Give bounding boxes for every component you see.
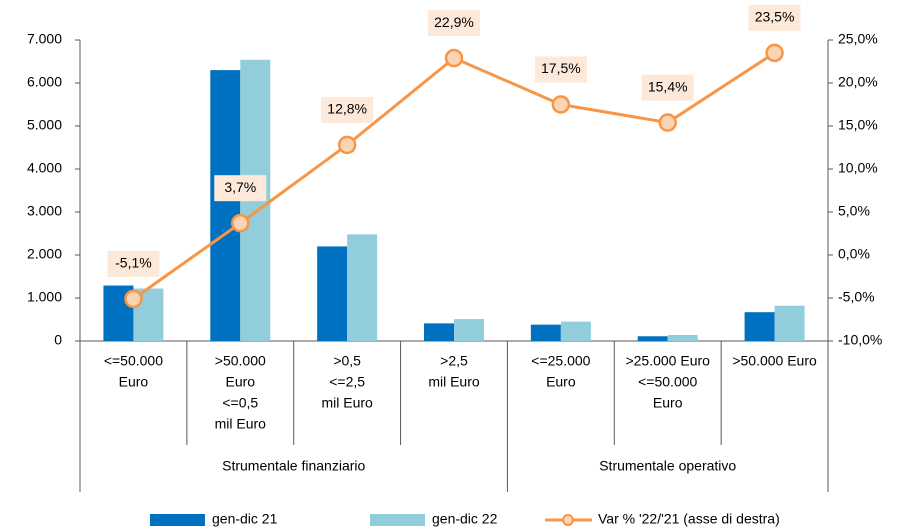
x-tick-label: mil Euro xyxy=(215,416,267,432)
x-tick-label: >25.000 Euro xyxy=(625,353,710,369)
bar xyxy=(637,336,668,341)
data-label: -5,1% xyxy=(115,255,152,271)
bar xyxy=(744,312,775,341)
line-marker xyxy=(551,95,571,114)
y-tick-label: 2.000 xyxy=(27,246,62,262)
data-label: 17,5% xyxy=(541,60,581,76)
bar xyxy=(347,234,378,341)
y-tick-label: 7.000 xyxy=(27,31,62,47)
bar xyxy=(667,334,698,341)
data-label-box xyxy=(534,56,587,83)
x-tick-label: Euro xyxy=(653,395,683,411)
x-tick-label: mil Euro xyxy=(321,395,373,411)
data-label-box xyxy=(321,96,374,123)
x-tick-label: >0,5 xyxy=(333,353,361,369)
y-tick-label: 1.000 xyxy=(27,289,62,305)
y2-tick-label: 15,0% xyxy=(838,117,878,133)
y2-tick-label: -5,0% xyxy=(838,289,875,305)
group-label: Strumentale finanziario xyxy=(222,458,365,474)
bar xyxy=(774,305,805,341)
line-marker xyxy=(124,289,143,309)
line-marker xyxy=(444,48,464,68)
x-tick-label: mil Euro xyxy=(428,374,480,390)
y2-tick-label: 10,0% xyxy=(838,160,878,176)
bar xyxy=(530,324,561,341)
data-label: 12,8% xyxy=(327,101,367,117)
line-marker xyxy=(337,135,357,155)
data-label-box xyxy=(428,10,480,37)
data-label-box xyxy=(107,250,160,277)
data-label: 15,4% xyxy=(648,78,688,94)
x-tick-label: Euro xyxy=(119,374,149,390)
data-label-box xyxy=(214,175,267,202)
y2-tick-label: 20,0% xyxy=(838,74,878,90)
legend-label: gen-dic 21 xyxy=(212,511,278,527)
x-tick-label: >50.000 xyxy=(215,353,266,369)
y-tick-label: 4.000 xyxy=(27,160,62,176)
bar xyxy=(317,246,348,341)
line-marker xyxy=(231,213,250,233)
x-tick-label: <=0,5 xyxy=(222,395,258,411)
x-tick-label: Euro xyxy=(546,374,576,390)
x-tick-label: <=50.000 xyxy=(638,374,697,390)
y-tick-label: 6.000 xyxy=(27,74,62,90)
bar xyxy=(454,319,484,341)
y-tick-label: 5.000 xyxy=(27,117,62,133)
bar xyxy=(560,321,591,341)
y-tick-label: 3.000 xyxy=(27,203,62,219)
legend-marker xyxy=(562,514,574,526)
legend-label: gen-dic 22 xyxy=(432,511,498,527)
y2-tick-label: 5,0% xyxy=(838,203,870,219)
data-label: 23,5% xyxy=(755,9,795,25)
group-label: Strumentale operativo xyxy=(599,458,736,474)
line-marker xyxy=(658,113,677,132)
legend-swatch xyxy=(370,514,425,526)
data-label: 22,9% xyxy=(434,14,474,30)
y2-tick-label: 25,0% xyxy=(838,31,878,47)
x-tick-label: Euro xyxy=(225,374,255,390)
x-tick-label: <=25.000 xyxy=(531,353,590,369)
y-tick-label: 0 xyxy=(54,332,62,348)
line-marker xyxy=(765,43,784,63)
x-tick-label: >2,5 xyxy=(440,353,468,369)
x-tick-label: <=2,5 xyxy=(329,374,365,390)
y2-tick-label: -10,0% xyxy=(838,332,882,348)
legend-label: Var % '22/'21 (asse di destra) xyxy=(598,511,780,527)
legend-swatch xyxy=(150,514,205,526)
data-label-box xyxy=(641,74,694,101)
bar xyxy=(210,70,241,341)
data-label-box xyxy=(748,4,801,31)
x-tick-label: >50.000 Euro xyxy=(732,353,817,369)
x-tick-label: <=50.000 xyxy=(104,353,163,369)
y2-tick-label: 0,0% xyxy=(838,246,870,262)
bar xyxy=(424,323,454,341)
data-label: 3,7% xyxy=(224,179,256,195)
